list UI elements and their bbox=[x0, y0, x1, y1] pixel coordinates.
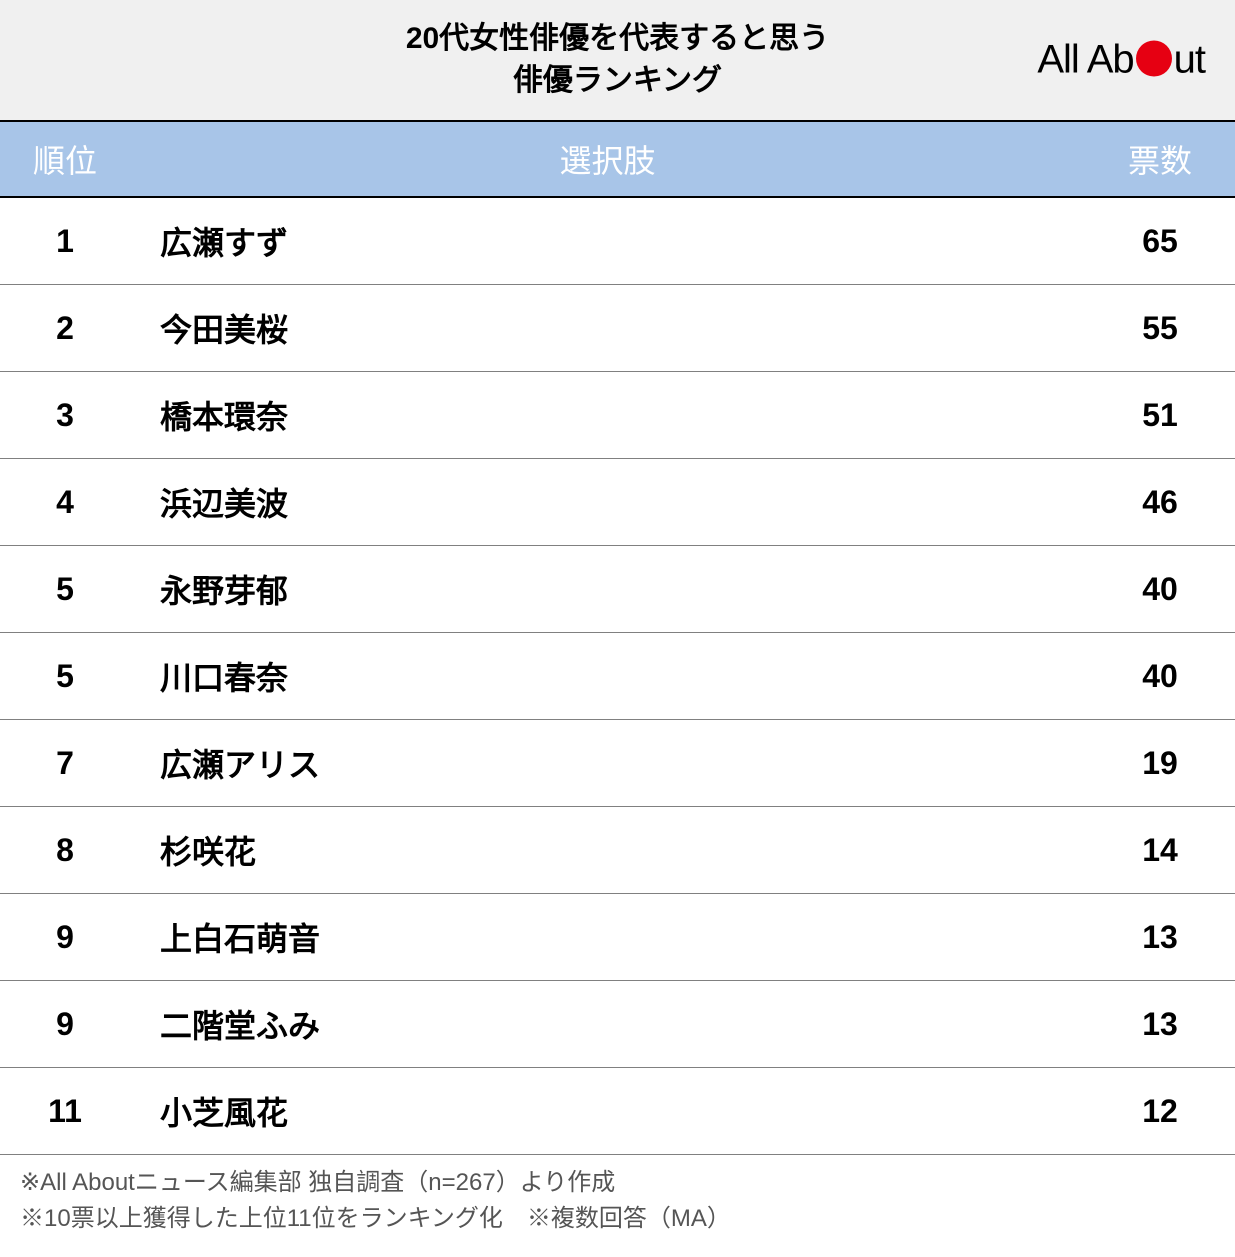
cell-rank: 9 bbox=[0, 981, 130, 1068]
table-row: 7広瀬アリス19 bbox=[0, 720, 1235, 807]
column-header-rank: 順位 bbox=[0, 121, 130, 197]
footer-note-2: ※10票以上獲得した上位11位をランキング化 ※複数回答（MA） bbox=[20, 1201, 1215, 1237]
ranking-container: 20代女性俳優を代表すると思う 俳優ランキング All Ab ut 順位 選択肢 … bbox=[0, 0, 1235, 1257]
cell-name: 橋本環奈 bbox=[130, 372, 1085, 459]
table-row: 9上白石萌音13 bbox=[0, 894, 1235, 981]
table-row: 9二階堂ふみ13 bbox=[0, 981, 1235, 1068]
logo-text-before: All Ab bbox=[1037, 38, 1133, 83]
table-row: 1広瀬すず65 bbox=[0, 197, 1235, 285]
cell-votes: 40 bbox=[1085, 633, 1235, 720]
cell-rank: 1 bbox=[0, 197, 130, 285]
table-row: 11小芝風花12 bbox=[0, 1068, 1235, 1155]
cell-name: 杉咲花 bbox=[130, 807, 1085, 894]
cell-name: 浜辺美波 bbox=[130, 459, 1085, 546]
cell-name: 上白石萌音 bbox=[130, 894, 1085, 981]
cell-votes: 65 bbox=[1085, 197, 1235, 285]
cell-name: 小芝風花 bbox=[130, 1068, 1085, 1155]
table-row: 5川口春奈40 bbox=[0, 633, 1235, 720]
cell-votes: 40 bbox=[1085, 546, 1235, 633]
cell-rank: 11 bbox=[0, 1068, 130, 1155]
table-row: 3橋本環奈51 bbox=[0, 372, 1235, 459]
table-body: 1広瀬すず652今田美桜553橋本環奈514浜辺美波465永野芽郁405川口春奈… bbox=[0, 197, 1235, 1155]
title-line-1: 20代女性俳優を代表すると思う bbox=[406, 22, 829, 55]
page-title: 20代女性俳優を代表すると思う 俳優ランキング bbox=[30, 18, 1205, 102]
cell-rank: 8 bbox=[0, 807, 130, 894]
ranking-table: 順位 選択肢 票数 1広瀬すず652今田美桜553橋本環奈514浜辺美波465永… bbox=[0, 120, 1235, 1155]
allabout-logo: All Ab ut bbox=[1037, 38, 1205, 83]
logo-red-dot-icon bbox=[1136, 40, 1172, 76]
footer-note-1: ※All Aboutニュース編集部 独自調査（n=267）より作成 bbox=[20, 1165, 1215, 1201]
table-row: 4浜辺美波46 bbox=[0, 459, 1235, 546]
cell-rank: 3 bbox=[0, 372, 130, 459]
column-header-name: 選択肢 bbox=[130, 121, 1085, 197]
cell-votes: 19 bbox=[1085, 720, 1235, 807]
cell-votes: 12 bbox=[1085, 1068, 1235, 1155]
cell-votes: 51 bbox=[1085, 372, 1235, 459]
cell-votes: 14 bbox=[1085, 807, 1235, 894]
cell-name: 広瀬アリス bbox=[130, 720, 1085, 807]
cell-name: 今田美桜 bbox=[130, 285, 1085, 372]
cell-name: 永野芽郁 bbox=[130, 546, 1085, 633]
table-row: 5永野芽郁40 bbox=[0, 546, 1235, 633]
logo-text-after: ut bbox=[1174, 38, 1205, 83]
table-header-row: 順位 選択肢 票数 bbox=[0, 121, 1235, 197]
cell-votes: 13 bbox=[1085, 981, 1235, 1068]
cell-votes: 46 bbox=[1085, 459, 1235, 546]
cell-name: 広瀬すず bbox=[130, 197, 1085, 285]
column-header-votes: 票数 bbox=[1085, 121, 1235, 197]
cell-rank: 7 bbox=[0, 720, 130, 807]
cell-rank: 2 bbox=[0, 285, 130, 372]
header: 20代女性俳優を代表すると思う 俳優ランキング All Ab ut bbox=[0, 0, 1235, 120]
cell-name: 二階堂ふみ bbox=[130, 981, 1085, 1068]
title-line-2: 俳優ランキング bbox=[513, 64, 722, 97]
footer-notes: ※All Aboutニュース編集部 独自調査（n=267）より作成 ※10票以上… bbox=[0, 1155, 1235, 1257]
cell-rank: 5 bbox=[0, 546, 130, 633]
table-row: 2今田美桜55 bbox=[0, 285, 1235, 372]
cell-rank: 4 bbox=[0, 459, 130, 546]
cell-votes: 13 bbox=[1085, 894, 1235, 981]
cell-votes: 55 bbox=[1085, 285, 1235, 372]
cell-name: 川口春奈 bbox=[130, 633, 1085, 720]
table-row: 8杉咲花14 bbox=[0, 807, 1235, 894]
cell-rank: 5 bbox=[0, 633, 130, 720]
cell-rank: 9 bbox=[0, 894, 130, 981]
